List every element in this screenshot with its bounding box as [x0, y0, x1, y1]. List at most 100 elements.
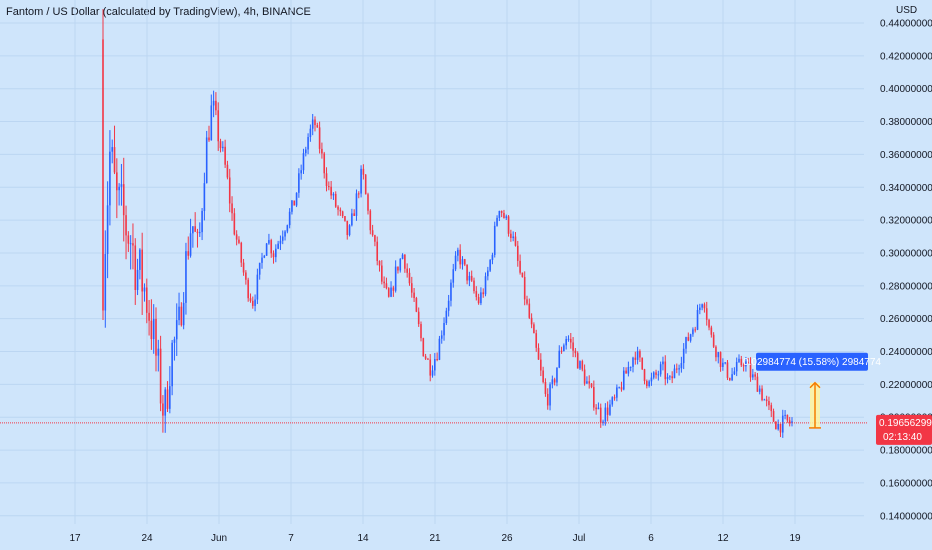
candle-body[interactable]	[590, 383, 593, 387]
candle-body[interactable]	[288, 211, 291, 226]
candle-body[interactable]	[717, 352, 720, 358]
candle-body[interactable]	[466, 264, 468, 281]
candle-body[interactable]	[772, 411, 775, 422]
candle-body[interactable]	[565, 338, 567, 346]
candle-body[interactable]	[330, 186, 332, 196]
candle-body[interactable]	[371, 230, 374, 236]
candle-body[interactable]	[583, 369, 586, 384]
candle-body[interactable]	[247, 279, 249, 299]
candle-body[interactable]	[328, 186, 330, 188]
candle-body[interactable]	[510, 233, 512, 239]
candle-body[interactable]	[440, 335, 443, 339]
candle-body[interactable]	[696, 310, 699, 330]
candle-body[interactable]	[295, 192, 298, 206]
candle-body[interactable]	[618, 387, 620, 389]
candle-body[interactable]	[251, 300, 254, 306]
candle-body[interactable]	[102, 39, 104, 311]
candle-body[interactable]	[719, 352, 722, 367]
candle-body[interactable]	[198, 232, 201, 234]
candle-body[interactable]	[376, 241, 379, 261]
candle-body[interactable]	[316, 125, 319, 128]
candle-body[interactable]	[498, 211, 501, 218]
candle-body[interactable]	[228, 177, 231, 204]
candle-body[interactable]	[323, 153, 326, 174]
candle-body[interactable]	[406, 268, 408, 273]
candle-body[interactable]	[277, 243, 279, 249]
candle-body[interactable]	[180, 306, 183, 326]
candle-body[interactable]	[468, 275, 471, 281]
candle-body[interactable]	[341, 211, 344, 217]
candle-body[interactable]	[427, 358, 429, 360]
candle-body[interactable]	[436, 359, 438, 361]
candle-body[interactable]	[692, 329, 694, 335]
candle-body[interactable]	[275, 248, 277, 258]
candle-body[interactable]	[392, 287, 395, 291]
candle-body[interactable]	[307, 137, 309, 150]
time-axis[interactable]: 17 24 Jun 7 14 21 26 Jul 6 12 19	[69, 533, 801, 544]
candle-body[interactable]	[477, 297, 480, 304]
candle-body[interactable]	[581, 361, 584, 370]
candle-body[interactable]	[132, 243, 134, 246]
candle-body[interactable]	[169, 386, 171, 409]
candle-body[interactable]	[655, 372, 657, 375]
candle-body[interactable]	[192, 226, 194, 234]
candle-body[interactable]	[687, 337, 690, 341]
candle-body[interactable]	[512, 236, 514, 239]
candle-body[interactable]	[775, 421, 777, 430]
candle-body[interactable]	[238, 239, 240, 243]
candle-body[interactable]	[625, 370, 627, 374]
candle-body[interactable]	[268, 240, 270, 244]
candle-body[interactable]	[258, 262, 261, 275]
candle-body[interactable]	[261, 257, 263, 263]
candle-body[interactable]	[567, 338, 570, 340]
candle-body[interactable]	[394, 266, 397, 291]
candle-body[interactable]	[740, 358, 743, 366]
candle-body[interactable]	[219, 141, 222, 149]
candle-body[interactable]	[187, 251, 190, 256]
candle-body[interactable]	[298, 173, 300, 193]
candle-body[interactable]	[646, 380, 648, 387]
candle-body[interactable]	[424, 356, 427, 359]
candle-body[interactable]	[579, 361, 581, 369]
candle-body[interactable]	[599, 407, 602, 423]
candle-body[interactable]	[535, 333, 538, 348]
candle-body[interactable]	[452, 269, 455, 283]
candle-body[interactable]	[212, 100, 215, 106]
candle-body[interactable]	[162, 403, 164, 416]
candle-body[interactable]	[166, 389, 169, 409]
candle-body[interactable]	[781, 415, 784, 433]
candle-body[interactable]	[726, 362, 729, 378]
candle-body[interactable]	[675, 368, 678, 370]
candle-body[interactable]	[475, 291, 478, 298]
price-axis[interactable]: 0.44000000 0.42000000 0.40000000 0.38000000…	[876, 5, 932, 522]
candle-body[interactable]	[321, 148, 323, 154]
candle-body[interactable]	[480, 292, 482, 304]
candle-body[interactable]	[348, 225, 351, 236]
candle-body[interactable]	[530, 317, 533, 325]
candle-body[interactable]	[357, 193, 360, 195]
candle-body[interactable]	[765, 399, 768, 402]
candle-body[interactable]	[143, 287, 146, 292]
candle-body[interactable]	[779, 423, 782, 433]
candle-body[interactable]	[636, 351, 639, 360]
candle-body[interactable]	[703, 304, 706, 309]
candle-body[interactable]	[747, 361, 750, 364]
candle-body[interactable]	[111, 147, 114, 152]
candle-body[interactable]	[733, 371, 736, 375]
candle-body[interactable]	[588, 381, 591, 384]
candle-body[interactable]	[404, 254, 406, 269]
candle-body[interactable]	[558, 350, 561, 368]
candle-body[interactable]	[353, 213, 355, 216]
candle-body[interactable]	[422, 338, 425, 357]
candle-body[interactable]	[104, 254, 107, 311]
candle-body[interactable]	[196, 231, 199, 234]
candle-body[interactable]	[194, 226, 196, 232]
candle-body[interactable]	[367, 194, 369, 211]
candle-body[interactable]	[542, 370, 544, 383]
candle-body[interactable]	[652, 372, 655, 378]
candle-body[interactable]	[286, 225, 289, 232]
candle-body[interactable]	[549, 384, 551, 406]
candle-body[interactable]	[459, 249, 461, 265]
candle-body[interactable]	[265, 243, 268, 256]
candle-body[interactable]	[470, 275, 473, 281]
